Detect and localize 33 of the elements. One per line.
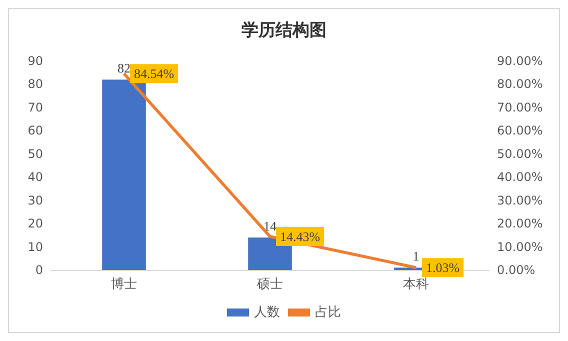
data-label: 84.54% — [134, 66, 174, 82]
y2-tick-label: 30.00% — [497, 193, 543, 208]
y2-tick-label: 90.00% — [497, 54, 543, 68]
y-tick-label: 50 — [28, 146, 43, 161]
y-tick-label: 30 — [28, 193, 43, 208]
x-tick-label: 博士 — [111, 277, 137, 292]
y2-tick-label: 0.00% — [497, 263, 536, 277]
y-tick-label: 60 — [28, 124, 43, 138]
y-tick-label: 90 — [28, 54, 43, 68]
bar — [102, 80, 146, 270]
legend-label: 占比 — [315, 305, 341, 320]
data-label: 14 — [264, 218, 277, 234]
y-tick-label: 10 — [28, 240, 43, 254]
y-tick-label: 20 — [28, 216, 43, 231]
data-label: 1.03% — [426, 260, 460, 276]
y-tick-label: 70 — [28, 100, 43, 114]
y2-tick-label: 20.00% — [497, 216, 543, 231]
data-label: 14.43% — [280, 228, 320, 244]
y2-tick-label: 80.00% — [497, 77, 543, 92]
legend-label: 人数 — [254, 305, 280, 320]
data-label: 82 — [118, 60, 130, 76]
x-tick-label: 本科 — [403, 277, 429, 292]
y-tick-label: 40 — [28, 170, 43, 184]
y2-tick-label: 40.00% — [497, 170, 543, 184]
y2-tick-label: 70.00% — [497, 100, 543, 114]
y2-tick-label: 60.00% — [497, 124, 543, 138]
x-tick-label: 硕士 — [256, 277, 283, 292]
y-tick-label: 80 — [28, 77, 43, 92]
data-label: 1 — [412, 248, 420, 264]
chart-title: 学历结构图 — [242, 20, 326, 40]
y-tick-label: 0 — [35, 263, 43, 277]
y2-tick-label: 10.00% — [497, 240, 543, 254]
y2-tick-label: 50.00% — [497, 146, 543, 161]
